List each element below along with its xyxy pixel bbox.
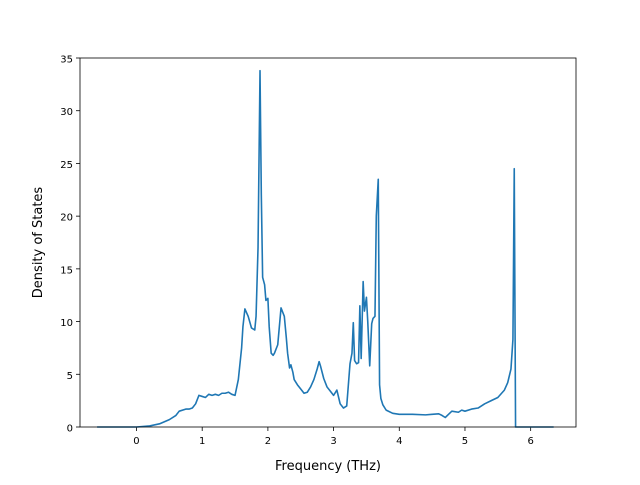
x-tick-label: 0 [133,436,139,447]
y-tick-label: 0 [67,424,73,435]
x-axis-label: Frequency (THz) [275,459,381,474]
y-axis-label: Density of States [31,187,46,299]
dos-series-line [97,69,554,428]
series-layer [97,69,554,428]
y-tick-label: 15 [60,265,73,276]
y-tick-label: 30 [60,107,73,118]
x-tick-label: 1 [199,436,205,447]
plot-area [80,58,576,427]
x-tick-label: 2 [265,436,271,447]
x-tick-label: 3 [330,436,336,447]
y-tick-label: 10 [60,318,73,329]
y-tick-label: 35 [60,55,73,66]
x-tick-label: 4 [396,436,402,447]
y-tick-label: 25 [60,160,73,171]
y-axis-ticks: 0 5 10 15 20 25 30 35 [60,55,80,435]
y-tick-label: 5 [67,371,73,382]
x-tick-label: 5 [462,436,468,447]
plot-frame [79,57,577,428]
x-tick-label: 6 [527,436,533,447]
y-tick-label: 20 [60,213,73,224]
